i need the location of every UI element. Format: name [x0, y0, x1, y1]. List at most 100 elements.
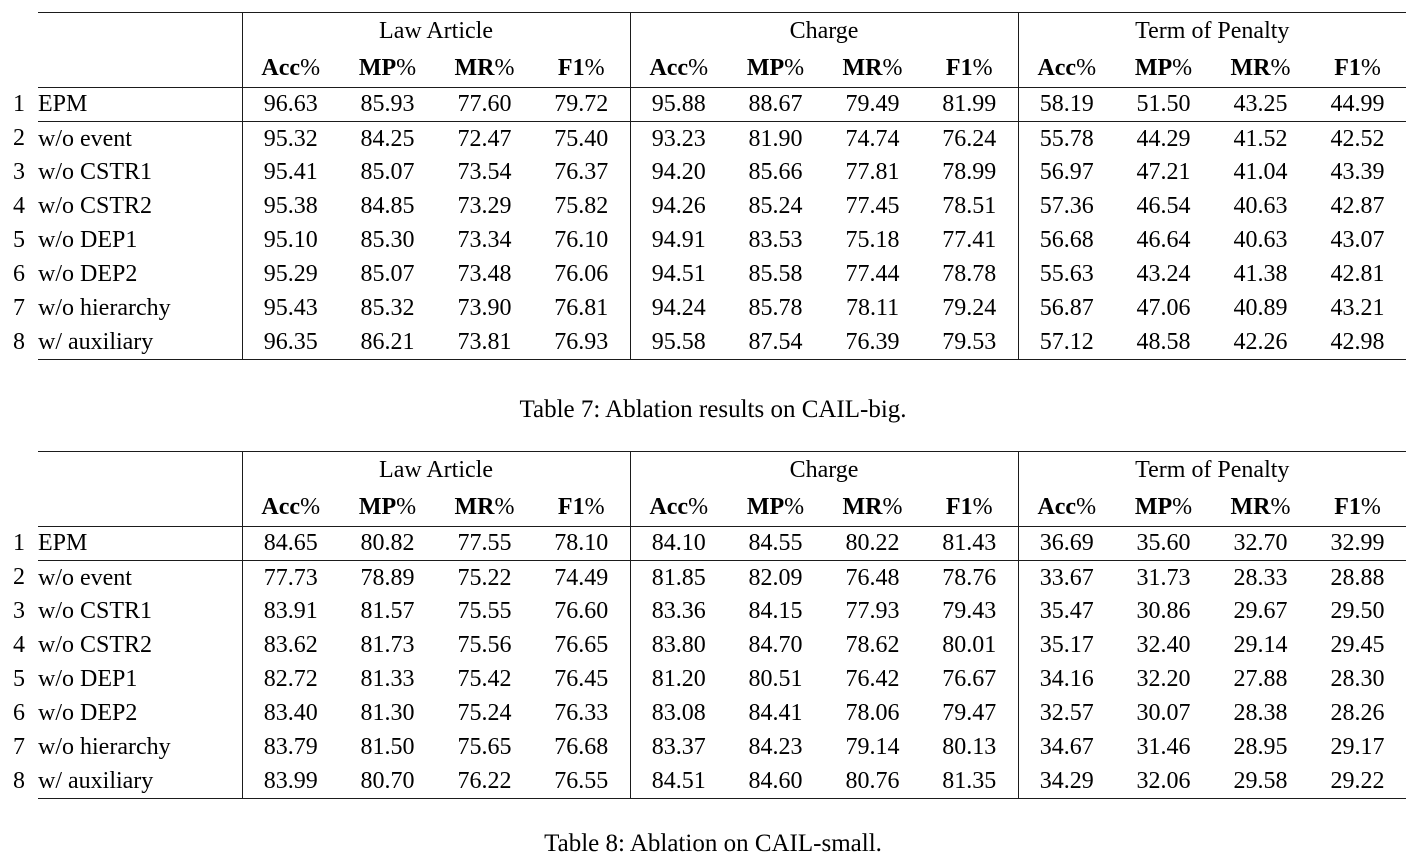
table-row: 6 w/o DEP2 83.40 81.30 75.24 76.33 83.08 84.41 7… — [0, 696, 1406, 731]
table-caption: Table 8: Ablation on CAIL-small. — [544, 830, 882, 857]
metric-value: 76.60 — [554, 598, 609, 625]
metric-value: 80.51 — [748, 666, 803, 693]
metric-value: 80.13 — [942, 734, 997, 761]
row-number: 7 — [13, 295, 25, 322]
percent-sign: % — [1360, 55, 1381, 82]
metric-header: F1% — [533, 489, 630, 527]
metric-value: 57.36 — [1017, 189, 1116, 224]
metric-value: 76.10 — [554, 227, 609, 254]
metric-value: 41.38 — [1233, 261, 1288, 288]
percent-sign: % — [688, 494, 709, 521]
metric-name: F1 — [945, 494, 973, 521]
row-label: w/o event — [38, 560, 242, 595]
column-group-header: Law Article — [241, 12, 631, 50]
metric-value: 76.65 — [554, 632, 609, 659]
metric-value: 73.34 — [457, 227, 512, 254]
percent-sign: % — [882, 55, 903, 82]
row-label: EPM — [38, 87, 242, 122]
metric-value: 35.47 — [1017, 594, 1116, 629]
metric-value: 27.88 — [1233, 666, 1288, 693]
metric-header: MR% — [824, 489, 921, 527]
row-number: 1 — [13, 91, 25, 118]
table-row: 1 EPM 84.65 80.82 77.55 78.10 84.10 84.55 80.22 8… — [0, 526, 1407, 561]
row-label-spacer — [38, 50, 242, 88]
metric-value: 80.70 — [339, 764, 436, 799]
metric-value: 36.69 — [1017, 526, 1116, 561]
metric-name: Acc — [261, 494, 301, 521]
metric-name: MR — [1230, 494, 1271, 521]
metric-value: 84.55 — [727, 526, 825, 561]
metric-value: 75.56 — [457, 632, 512, 659]
metric-value: 75.40 — [533, 121, 631, 156]
metric-name: MP — [1134, 494, 1173, 521]
metric-value: 77.44 — [845, 261, 900, 288]
metric-value: 76.48 — [824, 560, 922, 595]
metric-value: 58.19 — [1017, 87, 1116, 122]
metric-value: 85.32 — [360, 295, 415, 322]
metric-value: 46.54 — [1136, 193, 1191, 220]
metric-value: 31.46 — [1136, 734, 1191, 761]
metric-value: 76.67 — [942, 666, 997, 693]
metric-value: 73.90 — [457, 295, 512, 322]
metric-value: 74.49 — [533, 560, 631, 595]
percent-sign: % — [300, 494, 321, 521]
metric-value: 96.63 — [241, 87, 339, 122]
metric-name: Acc — [261, 55, 301, 82]
metric-value: 76.68 — [554, 734, 609, 761]
table-row: 8 w/ auxiliary 83.99 80.70 76.22 76.55 84.51 84… — [0, 764, 1407, 799]
metric-value: 79.14 — [845, 734, 900, 761]
column-group-header: Law Article — [241, 451, 631, 489]
metric-value: 85.66 — [748, 159, 803, 186]
metric-value: 83.80 — [629, 628, 728, 663]
metric-name: MP — [358, 55, 397, 82]
metric-value: 43.24 — [1136, 261, 1191, 288]
metric-header: Acc% — [241, 49, 339, 88]
metric-value: 41.04 — [1233, 159, 1288, 186]
metric-value: 77.55 — [436, 526, 533, 561]
row-label-spacer — [38, 489, 242, 527]
metric-value: 73.54 — [457, 159, 512, 186]
column-group-row: Law Article Charge Term of Penalty — [0, 12, 1407, 50]
row-label: EPM — [38, 526, 242, 561]
table-row: 8 w/ auxiliary 96.35 86.21 73.81 76.93 95.58 87… — [0, 325, 1407, 360]
metric-header: Acc% — [241, 488, 339, 527]
metric-value: 75.22 — [436, 560, 533, 595]
metric-value: 84.41 — [748, 700, 803, 727]
metric-name: MP — [746, 494, 785, 521]
row-number: 8 — [13, 329, 25, 356]
metric-value: 78.62 — [845, 632, 900, 659]
metric-value: 81.20 — [629, 662, 728, 697]
percent-sign: % — [396, 55, 417, 82]
metric-header-row: Acc% MP% MR% F1% Acc% MP% MR% F1% Acc% MP% MR% F1% — [0, 488, 1406, 527]
metric-value: 84.23 — [748, 734, 803, 761]
metric-value: 95.58 — [629, 325, 728, 360]
metric-value: 78.76 — [921, 560, 1019, 595]
metric-header: F1% — [921, 50, 1018, 88]
metric-value: 82.09 — [727, 560, 825, 595]
percent-sign: % — [972, 55, 993, 82]
metric-value: 81.57 — [360, 598, 415, 625]
row-number-spacer — [0, 13, 38, 50]
row-label: w/o hierarchy — [38, 295, 171, 322]
metric-value: 31.73 — [1115, 560, 1213, 595]
metric-value: 81.35 — [921, 764, 1019, 799]
metric-value: 43.25 — [1212, 87, 1310, 122]
row-number-spacer — [0, 452, 38, 489]
metric-value: 83.99 — [241, 764, 339, 799]
row-label: w/ auxiliary — [38, 325, 242, 360]
percent-sign: % — [784, 55, 805, 82]
metric-value: 79.24 — [942, 295, 997, 322]
metric-value: 76.55 — [533, 764, 631, 799]
table-row: 6 w/o DEP2 95.29 85.07 73.48 76.06 94.51 85.58 7… — [0, 257, 1406, 292]
metric-value: 78.89 — [339, 560, 436, 595]
percent-sign: % — [584, 55, 605, 82]
metric-value: 29.67 — [1233, 598, 1288, 625]
row-number: 2 — [13, 125, 25, 152]
metric-value: 47.21 — [1136, 159, 1191, 186]
metric-value: 35.17 — [1017, 628, 1116, 663]
metric-value: 75.65 — [457, 734, 512, 761]
metric-value: 47.06 — [1136, 295, 1191, 322]
metric-value: 32.40 — [1136, 632, 1191, 659]
metric-value: 84.65 — [241, 526, 339, 561]
metric-value: 76.33 — [554, 700, 609, 727]
